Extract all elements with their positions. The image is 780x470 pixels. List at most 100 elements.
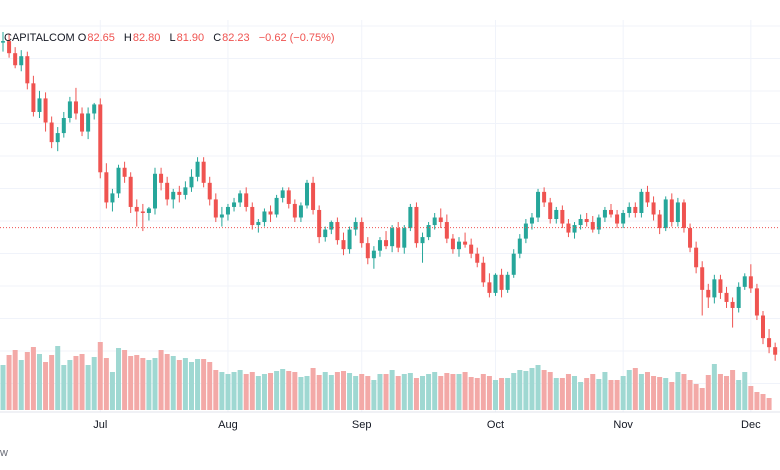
volume-bar — [754, 392, 760, 410]
volume-bar — [231, 372, 237, 410]
candle — [438, 208, 443, 229]
candle-body — [55, 133, 60, 143]
candle-body — [140, 211, 145, 213]
candle-body — [724, 292, 729, 302]
candle — [529, 212, 534, 230]
candle — [353, 217, 358, 236]
candle-body — [335, 222, 340, 241]
candle — [213, 193, 218, 223]
candle — [371, 246, 376, 269]
candle-body — [536, 191, 541, 218]
volume-bar — [523, 371, 529, 410]
candle-body — [651, 202, 656, 215]
candle-body — [590, 222, 595, 230]
volume-bar — [225, 374, 231, 410]
volume-bar — [638, 374, 644, 410]
candle — [159, 167, 164, 191]
candle-body — [189, 176, 194, 188]
candle-body — [633, 206, 638, 213]
candle-body — [49, 122, 54, 143]
candle — [134, 199, 139, 227]
volume-bar — [675, 372, 681, 410]
candle — [280, 187, 285, 203]
volume-bar — [164, 354, 170, 410]
symbol-name: CAPITALCOM — [4, 32, 75, 44]
volume-bar — [505, 378, 511, 410]
volume-bar — [195, 359, 201, 410]
candle — [767, 329, 772, 354]
x-axis-labels: Jul Aug Sep Oct Nov Dec — [93, 419, 761, 431]
candle-body — [122, 167, 127, 177]
candle — [323, 226, 328, 242]
candle-body — [663, 199, 668, 229]
candle — [669, 193, 674, 227]
volume-bar — [389, 370, 395, 410]
volume-bar — [766, 398, 772, 410]
volume-bar — [748, 386, 754, 410]
candle — [122, 161, 127, 183]
candle — [475, 247, 480, 268]
candle-body — [116, 167, 121, 194]
volume-bar — [705, 375, 711, 410]
candle — [621, 209, 626, 229]
candle — [511, 249, 516, 278]
candle-body — [542, 191, 547, 203]
candle-body — [463, 241, 468, 245]
candle-body — [377, 240, 382, 251]
volume-bar — [383, 374, 389, 410]
candle-body — [73, 101, 78, 114]
candle — [450, 234, 455, 254]
volume-bar — [310, 368, 316, 410]
candle-body — [505, 274, 510, 290]
candle — [43, 92, 48, 132]
candle — [700, 261, 705, 316]
candle — [761, 310, 765, 345]
candle — [55, 127, 60, 152]
candle — [104, 163, 109, 209]
volume-bar — [736, 380, 742, 410]
candle-body — [481, 262, 486, 283]
volume-bar — [213, 370, 219, 410]
candle — [377, 237, 382, 257]
ohlc-legend: CAPITALCOM O82.65 H82.80 L81.90 C82.23 −… — [4, 32, 341, 44]
volume-bar — [85, 365, 91, 410]
candle — [542, 187, 547, 207]
candle — [73, 87, 78, 120]
candle-body — [390, 228, 395, 247]
volume-bar — [158, 350, 164, 410]
candle-body — [67, 101, 72, 118]
volume-bar — [24, 352, 30, 410]
candle — [67, 96, 72, 123]
candle — [724, 286, 729, 308]
candle — [517, 234, 522, 259]
volume-bar — [499, 378, 505, 410]
volume-bar — [760, 394, 766, 410]
candle-body — [475, 253, 480, 263]
volume-bar — [547, 372, 553, 410]
volume-bar — [97, 342, 103, 410]
volume-bar — [347, 373, 353, 410]
candle — [736, 282, 741, 313]
volume-bar — [657, 377, 663, 410]
volume-bar — [663, 378, 669, 410]
candle — [773, 342, 778, 361]
volume-bar — [693, 384, 699, 410]
candle-body — [280, 190, 285, 198]
volume-bar — [201, 359, 207, 410]
candle-body — [25, 56, 30, 84]
candle-body — [353, 222, 358, 230]
candle — [432, 212, 437, 230]
candle-body — [165, 182, 170, 200]
volume-bar — [426, 374, 432, 410]
volume-bar — [444, 373, 450, 410]
volume-bar — [316, 375, 322, 410]
candle — [396, 222, 401, 253]
candle-body — [86, 113, 91, 132]
candle — [146, 206, 151, 221]
candle-body — [43, 98, 48, 123]
candle — [609, 203, 613, 218]
candle-body — [548, 202, 553, 220]
volume-bar — [188, 362, 194, 410]
